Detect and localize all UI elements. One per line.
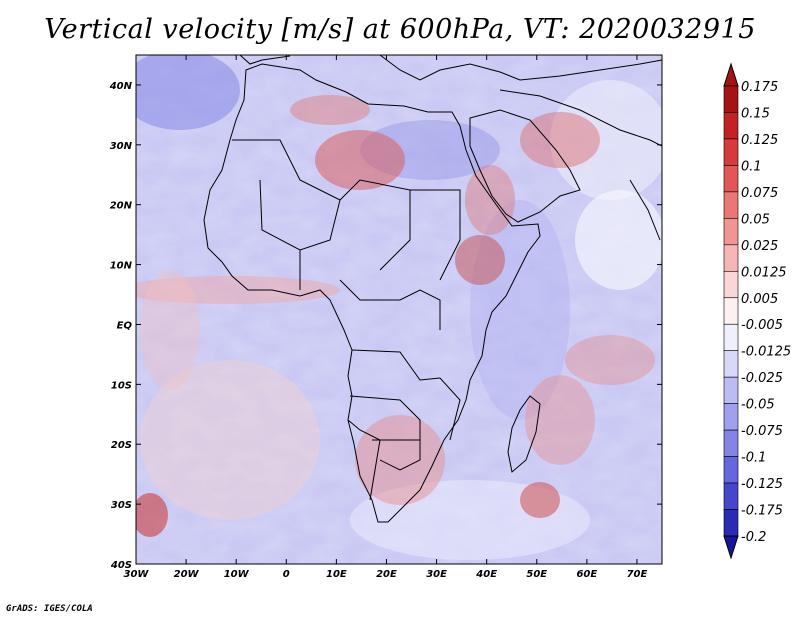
colorbar-top-arrow	[723, 62, 739, 87]
colorbar-swatch	[723, 297, 739, 325]
lon-label: 40E	[475, 569, 497, 580]
colorbar-label: 0.05	[741, 212, 770, 227]
lon-label: 30E	[426, 569, 447, 580]
colorbar-label: 0.025	[741, 239, 778, 254]
colorbar-label: -0.025	[741, 371, 783, 386]
colorbar-bottom-arrow	[723, 535, 739, 560]
lon-label: 70E	[627, 569, 648, 580]
lat-label: 40N	[109, 81, 133, 92]
colorbar-swatch	[723, 138, 739, 166]
map-title: Vertical velocity [m/s] at 600hPa, VT: 2…	[44, 14, 756, 45]
lon-label: 20W	[174, 569, 200, 580]
lat-label: 40S	[110, 560, 132, 571]
colorbar-label: -0.2	[741, 530, 766, 545]
colorbar-label: 0.175	[741, 80, 778, 95]
lon-label: 20E	[376, 569, 397, 580]
colorbar-swatch	[723, 244, 739, 272]
colorbar-swatch	[723, 482, 739, 510]
colorbar-swatch	[723, 456, 739, 484]
colorbar-label: 0.15	[741, 106, 770, 121]
lon-label: 10W	[224, 569, 250, 580]
lat-label: 30S	[111, 500, 132, 511]
colorbar: 0.175 0.15 0.125 0.1 0.075 0.05 0.025 0.0125 0.0…	[723, 62, 791, 560]
colorbar-swatch	[723, 270, 739, 299]
colorbar-label: -0.05	[741, 398, 775, 413]
colorbar-label: -0.005	[741, 318, 783, 333]
colorbar-swatch	[723, 323, 739, 352]
colorbar-label: -0.1	[741, 451, 766, 466]
colorbar-label: -0.0125	[741, 345, 791, 360]
lon-label: 0	[283, 569, 290, 580]
colorbar-swatch	[723, 218, 739, 246]
lat-label: 30N	[110, 141, 133, 152]
longitude-axis: 30W 20W 10W 0 10E 20E 30E 40E 50E 60E 70E	[124, 55, 648, 580]
colorbar-swatch	[723, 509, 739, 537]
lat-label: 20N	[110, 201, 133, 212]
lat-label: 20S	[111, 440, 132, 451]
lat-label: EQ	[117, 320, 133, 331]
colorbar-label: 0.005	[741, 292, 778, 307]
lon-label: 10E	[326, 569, 347, 580]
colorbar-swatch	[723, 112, 739, 140]
colorbar-swatch	[723, 429, 739, 457]
colorbar-label: 0.075	[741, 186, 778, 201]
colorbar-label: -0.125	[741, 477, 783, 492]
colorbar-label: 0.0125	[741, 265, 787, 280]
colorbar-swatch	[723, 403, 739, 431]
colorbar-swatch	[723, 165, 739, 193]
colorbar-swatch	[723, 191, 739, 219]
lon-label: 30W	[124, 569, 150, 580]
lat-label: 10N	[110, 261, 133, 272]
colorbar-swatch	[723, 376, 739, 404]
lat-label: 10S	[111, 380, 132, 391]
coastlines	[203, 55, 662, 523]
velocity-field	[136, 55, 662, 564]
colorbar-label: -0.175	[741, 504, 783, 519]
colorbar-swatch	[723, 85, 739, 113]
colorbar-label: 0.1	[741, 159, 762, 174]
plot-frame	[135, 54, 663, 565]
latitude-axis: 40N 30N 20N 10N EQ 10S 20S 30S 40S	[109, 81, 662, 571]
lon-label: 60E	[576, 569, 597, 580]
colorbar-swatch	[723, 350, 739, 378]
colorbar-label: -0.075	[741, 424, 783, 439]
lon-label: 50E	[526, 569, 547, 580]
colorbar-label: 0.125	[741, 133, 778, 148]
grads-credit: GrADS: IGES/COLA	[6, 604, 93, 614]
